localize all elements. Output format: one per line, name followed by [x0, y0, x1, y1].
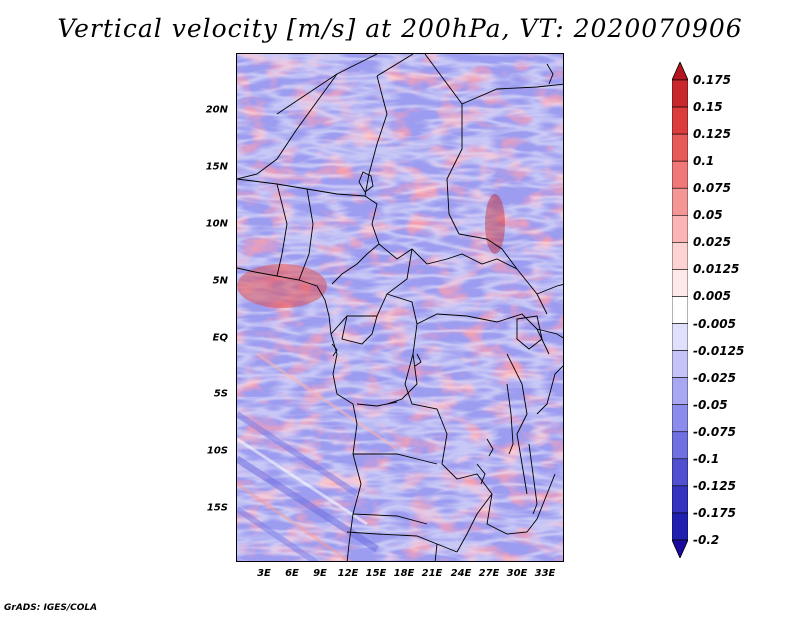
colorbar-bin	[672, 458, 688, 487]
colorbar-label: -0.175	[693, 505, 736, 520]
colorbar	[672, 62, 688, 558]
lon-tick-33e: 33E	[534, 568, 556, 579]
colorbar-label: -0.05	[693, 397, 728, 412]
colorbar-label: -0.0125	[693, 343, 745, 358]
colorbar-label: 0.05	[693, 208, 723, 223]
lon-tick-30e: 30E	[506, 568, 528, 579]
colorbar-bin	[672, 350, 688, 378]
lon-tick-9e: 9E	[313, 568, 327, 579]
lon-tick-18e: 18E	[393, 568, 415, 579]
colorbar-label: 0.025	[693, 235, 731, 250]
colorbar-label: 0.125	[693, 127, 731, 142]
lakes	[331, 63, 554, 515]
colorbar-label: -0.2	[693, 533, 720, 547]
lat-tick-10n: 10N	[205, 218, 228, 230]
chart-title: Vertical velocity [m/s] at 200hPa, VT: 2…	[57, 14, 743, 43]
colorbar-bin	[672, 512, 688, 541]
lon-tick-6e: 6E	[285, 568, 299, 579]
southern-streaks	[237, 352, 398, 561]
colorbar-bin	[672, 431, 688, 460]
country-borders	[237, 54, 563, 561]
lon-tick-27e: 27E	[478, 568, 500, 579]
lat-tick-10s: 10S	[206, 445, 228, 457]
lat-tick-20n: 20N	[205, 104, 228, 116]
colorbar-label: 0.15	[693, 100, 723, 115]
velocity-field	[237, 54, 563, 561]
colorbar-bin	[672, 79, 688, 108]
colorbar-bin	[672, 323, 688, 351]
lon-tick-24e: 24E	[450, 568, 472, 579]
colorbar-label: 0.1	[693, 154, 715, 169]
colorbar-bin	[672, 404, 688, 433]
lat-tick-15s: 15S	[206, 502, 228, 514]
colorbar-label: -0.025	[693, 370, 736, 385]
red-sea-edge	[546, 63, 554, 85]
colorbar-bin	[672, 187, 688, 216]
lon-tick-21e: 21E	[421, 568, 443, 579]
colorbar-bin	[672, 160, 688, 189]
colorbar-bin	[672, 296, 688, 324]
colorbar-label: 0.075	[693, 181, 731, 196]
lat-tick-5n: 5N	[212, 275, 228, 287]
lon-tick-12e: 12E	[337, 568, 359, 579]
lake-tanganyika	[506, 383, 514, 455]
lat-tick-eq: EQ	[212, 332, 228, 344]
colorbar-label: -0.075	[693, 424, 736, 439]
colorbar-bin	[672, 133, 688, 162]
lake-mweru	[476, 463, 486, 485]
colorbar-bin	[672, 242, 688, 270]
colorbar-label: -0.125	[693, 478, 736, 493]
lat-tick-5s: 5S	[213, 388, 228, 400]
lon-tick-3e: 3E	[257, 568, 271, 579]
colorbar-bin	[672, 106, 688, 135]
lake-malawi	[528, 443, 538, 515]
colorbar-bin	[672, 377, 688, 406]
colorbar-bin	[672, 214, 688, 243]
colorbar-label: 0.005	[693, 289, 731, 304]
velocity-map	[236, 53, 564, 562]
lake-chad	[358, 171, 374, 193]
colorbar-max-arrow	[672, 62, 688, 81]
colorbar-label: -0.1	[693, 451, 720, 466]
colorbar-label: -0.005	[693, 316, 736, 331]
colorbar-bin	[672, 485, 688, 514]
lat-tick-15n: 15N	[205, 161, 228, 173]
colorbar-label: 0.175	[693, 73, 731, 87]
lon-tick-15e: 15E	[365, 568, 387, 579]
convective-cell-east	[485, 194, 505, 254]
colorbar-min-arrow	[672, 539, 688, 558]
colorbar-bin	[672, 269, 688, 297]
convective-cell-west	[237, 264, 327, 308]
lake-victoria	[516, 315, 543, 350]
colorbar-label: 0.0125	[693, 262, 740, 277]
field-highlights	[237, 54, 563, 561]
grads-credit: GrADS: IGES/COLA	[4, 603, 98, 613]
